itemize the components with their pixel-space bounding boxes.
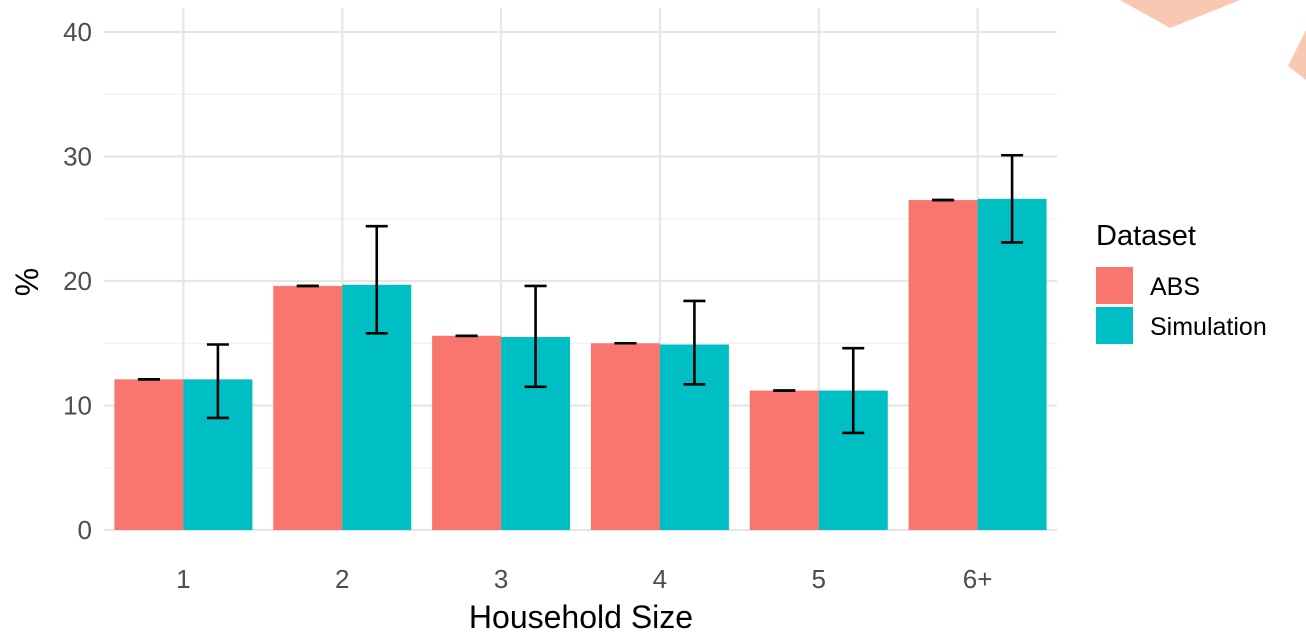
x-tick-label-3: 3 xyxy=(494,564,508,594)
y-tick-label-10: 10 xyxy=(63,391,92,421)
x-axis-title: Household Size xyxy=(469,599,693,635)
errorbar-simulation-4 xyxy=(683,299,706,386)
x-tick-label-5: 5 xyxy=(812,564,826,594)
bar-abs-3 xyxy=(432,335,502,530)
legend-key-abs xyxy=(1096,267,1133,304)
bar-abs-1 xyxy=(114,379,184,530)
bar-abs-4 xyxy=(590,343,660,530)
x-tick-labels: 1 2 3 4 5 6+ xyxy=(176,564,992,594)
decoration-shape-top xyxy=(1120,0,1240,28)
legend-key-simulation xyxy=(1096,307,1133,344)
x-tick-label-2: 2 xyxy=(335,564,349,594)
error-bars xyxy=(137,153,1024,435)
errorbar-simulation-2 xyxy=(365,224,388,335)
bars xyxy=(114,198,1047,530)
x-tick-label-6: 6+ xyxy=(963,564,993,594)
corner-decoration xyxy=(1120,0,1306,80)
decoration-shape-right xyxy=(1288,30,1306,80)
y-tick-label-0: 0 xyxy=(78,515,92,545)
bar-abs-6 xyxy=(908,200,978,530)
y-tick-labels: 0 10 20 30 40 xyxy=(63,17,92,545)
y-tick-label-20: 20 xyxy=(63,266,92,296)
y-axis-title: % xyxy=(9,268,45,296)
legend-title: Dataset xyxy=(1096,220,1196,252)
bar-abs-2 xyxy=(273,285,343,530)
y-tick-label-40: 40 xyxy=(63,17,92,47)
y-tick-label-30: 30 xyxy=(63,142,92,172)
x-tick-label-4: 4 xyxy=(653,564,667,594)
bar-simulation-6 xyxy=(977,198,1047,530)
bar-abs-5 xyxy=(749,390,819,530)
errorbar-simulation-3 xyxy=(524,284,547,389)
legend-label-simulation: Simulation xyxy=(1150,313,1267,341)
errorbar-simulation-6 xyxy=(1001,153,1024,244)
legend: Dataset ABS Simulation xyxy=(1096,220,1267,344)
x-tick-label-1: 1 xyxy=(176,564,190,594)
errorbar-simulation-1 xyxy=(206,343,229,420)
legend-label-abs: ABS xyxy=(1150,273,1200,301)
errorbar-simulation-5 xyxy=(842,346,865,435)
